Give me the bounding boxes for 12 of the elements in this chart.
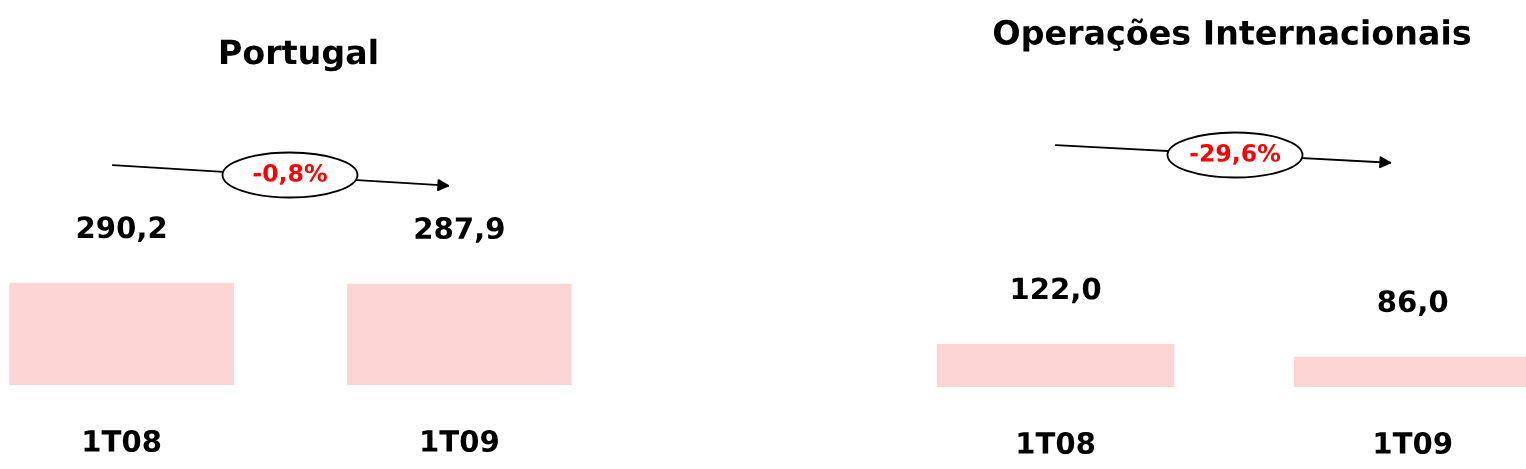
x-tick-label: 1T09 — [422, 429, 498, 453]
data-label: 86,0 — [1378, 290, 1448, 316]
chart-title: Operações Internacionais — [993, 18, 1471, 52]
x-tick-label: 1T08 — [1018, 431, 1095, 455]
x-tick-label: 1T08 — [84, 429, 161, 453]
x-tick-label: 1T09 — [1375, 431, 1452, 455]
text: -29,6% — [1190, 143, 1281, 165]
chart-title: Portugal — [220, 38, 377, 72]
data-label: 122,0 — [1012, 277, 1101, 304]
text: -0,8% — [253, 163, 327, 185]
data-label: 287,9 — [415, 217, 504, 243]
data-label: 290,2 — [77, 216, 166, 243]
